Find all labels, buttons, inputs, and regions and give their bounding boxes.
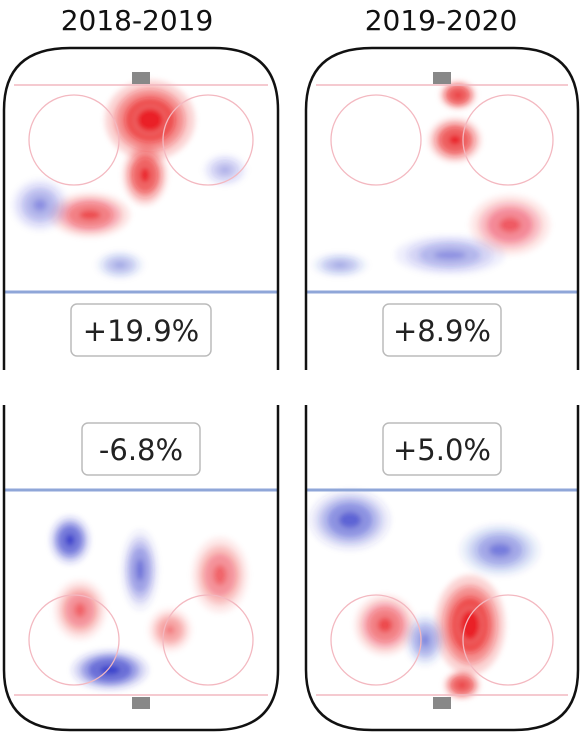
faceoff-circle [462,94,554,186]
heatmap-contour [134,105,166,135]
heatmap-layer [50,516,248,690]
heatmap-layer [312,81,550,277]
percent-label-box [382,303,502,357]
heatmap-contour [455,679,469,691]
percent-change-label: +8.9% [393,314,491,348]
percent-label-box [81,422,201,476]
faceoff-circle [330,94,422,186]
faceoff-circle [162,94,254,186]
faceoff-circle [28,594,120,686]
heatmap-contour [451,89,465,101]
percent-label-box [70,303,212,357]
heatmap-contour [374,614,396,636]
percent-change-label: -6.8% [99,433,183,467]
rink-panel-2019-2020-defense: +5.0% [304,405,580,732]
heatmap-contour [209,561,231,589]
heatmap-contour [62,531,78,549]
heatmap-contour [485,540,515,560]
heatmap-contour [96,662,124,678]
heatmap-contour [495,214,525,236]
faceoff-circle [330,594,422,686]
heatmap-contour [75,207,105,223]
heatmap-contour [111,259,129,271]
percent-change-label: +19.9% [83,314,199,348]
heatmap-contour [329,260,351,270]
faceoff-circle [162,594,254,686]
heatmap-contour [133,555,147,585]
heatmap-contour [217,164,233,176]
heatmap-contour [29,195,51,215]
heatmap-contour [70,599,90,621]
heatmap-contour [457,607,483,643]
rink-panel-2018-2019-defense: -6.8% [2,405,280,732]
goal-net-icon [132,697,150,709]
heatmap-layer [310,490,540,699]
faceoff-circle [28,94,120,186]
rink-boards [2,46,280,370]
heatmap-layer [12,80,247,279]
heatmap-contour [137,164,153,186]
heatmap-contour [335,509,365,531]
goal-net-icon [433,697,451,709]
rink-boards [304,405,580,732]
goal-net-icon [433,72,451,84]
heatmap-contour [417,630,433,650]
rink-boards [304,46,580,370]
goal-net-icon [132,72,150,84]
heatmap-contour [430,247,470,263]
percent-change-label: +5.0% [393,433,491,467]
rink-panel-2018-2019-offense: +19.9% [2,46,280,370]
rink-panel-2019-2020-offense: +8.9% [304,46,580,370]
heatmap-contour [445,132,465,148]
heatmap-contour [162,622,178,638]
rink-boards [2,405,280,732]
column-title-2019-2020: 2019-2020 [364,4,518,37]
faceoff-circle [462,594,554,686]
percent-label-box [382,422,502,476]
column-title-2018-2019: 2018-2019 [60,4,214,37]
